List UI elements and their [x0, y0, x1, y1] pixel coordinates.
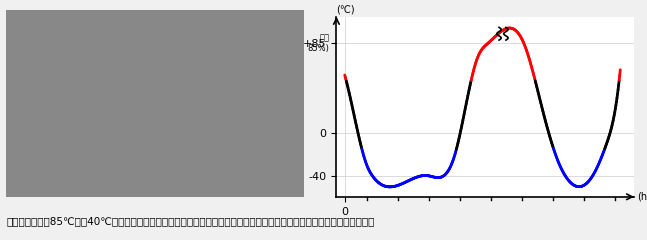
Text: (℃): (℃): [336, 5, 355, 15]
Text: 湿度
85%): 湿度 85%): [308, 34, 329, 53]
Text: 【この設備で、85℃〜－40℃の温度変化を繰り返すことによって、激しい寒暖の差に対する耐久性をテストしています。】: 【この設備で、85℃〜－40℃の温度変化を繰り返すことによって、激しい寒暖の差に…: [6, 216, 375, 226]
Text: (h): (h): [637, 192, 647, 202]
